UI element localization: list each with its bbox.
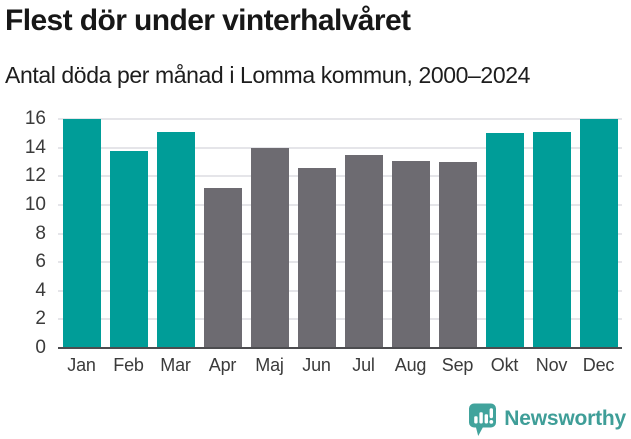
bar-apr <box>203 187 242 348</box>
gridline-6 <box>58 261 622 264</box>
newsworthy-logo-icon <box>468 403 497 437</box>
x-label-jul: Jul <box>352 355 375 375</box>
y-tick-label-8: 8 <box>35 222 46 244</box>
gridline-2 <box>58 318 622 321</box>
y-tick-label-6: 6 <box>35 251 46 273</box>
bar-jul <box>344 154 383 348</box>
y-tick-label-2: 2 <box>35 308 46 330</box>
x-label-apr: Apr <box>208 355 237 375</box>
x-axis: Jan Feb Mar Apr Maj Jun Jul Aug Sep Okt Nov Dec <box>58 355 622 379</box>
footer-branding: Newsworthy <box>468 402 626 438</box>
x-label-okt: Okt <box>490 355 519 375</box>
gridline-4 <box>58 289 622 292</box>
bar-nov <box>532 131 571 348</box>
bar-mar <box>156 131 195 348</box>
x-label-feb: Feb <box>113 355 144 375</box>
newsworthy-wordmark: Newsworthy <box>504 407 626 430</box>
y-tick-label-16: 16 <box>24 108 46 129</box>
y-tick-label-10: 10 <box>24 193 46 215</box>
gridline-14 <box>58 146 622 149</box>
x-label-nov: Nov <box>535 355 568 375</box>
x-label-jan: Jan <box>67 355 96 375</box>
gridline-12 <box>58 175 622 178</box>
bar-maj <box>250 147 289 348</box>
x-label-sep: Sep <box>441 355 474 375</box>
x-label-jun: Jun <box>302 355 331 375</box>
x-label-mar: Mar <box>160 355 191 375</box>
bar-feb <box>109 150 148 348</box>
x-axis-line <box>58 347 622 349</box>
gridline-10 <box>58 203 622 206</box>
bar-sep <box>438 161 477 348</box>
x-label-aug: Aug <box>394 355 427 375</box>
gridline-16 <box>58 118 622 120</box>
gridline-8 <box>58 232 622 235</box>
x-label-dec: Dec <box>582 355 615 375</box>
bar-aug <box>391 160 430 348</box>
y-tick-label-14: 14 <box>24 136 46 158</box>
bar-dec <box>579 119 618 348</box>
x-label-maj: Maj <box>255 355 284 375</box>
bar-jun <box>297 167 336 348</box>
chart-title: Flest dör under vinterhalvåret <box>5 4 411 37</box>
plot-area <box>58 118 622 349</box>
y-axis: 0 2 4 6 8 10 12 14 16 <box>0 109 46 358</box>
bar-okt <box>485 133 524 348</box>
chart-subtitle: Antal döda per månad i Lomma kommun, 200… <box>5 62 530 88</box>
y-tick-label-0: 0 <box>35 337 46 358</box>
y-tick-label-12: 12 <box>24 165 46 187</box>
bar-chart: 0 2 4 6 8 10 12 14 16 <box>0 109 631 358</box>
bar-jan <box>62 119 101 348</box>
y-tick-label-4: 4 <box>35 279 46 301</box>
